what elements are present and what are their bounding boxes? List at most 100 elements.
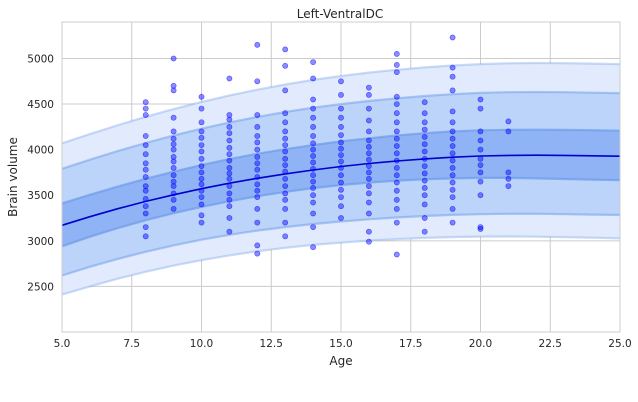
data-point	[365, 92, 372, 98]
data-point	[449, 150, 456, 157]
data-point	[310, 59, 316, 65]
data-point	[393, 69, 400, 75]
data-point	[393, 119, 400, 126]
data-point	[338, 78, 344, 85]
data-point	[477, 192, 484, 199]
data-point	[338, 139, 344, 146]
data-point	[170, 172, 177, 179]
data-point	[226, 137, 233, 144]
data-point	[338, 203, 344, 210]
data-point	[310, 199, 316, 206]
data-point	[393, 196, 400, 203]
data-point	[226, 203, 233, 210]
data-point	[226, 170, 233, 177]
y-axis-label: Brain volume	[6, 137, 20, 217]
data-point	[365, 105, 372, 112]
median-line	[61, 154, 621, 227]
edge-p01	[61, 235, 621, 296]
data-point	[393, 110, 400, 117]
data-point	[226, 164, 233, 171]
data-point	[338, 145, 344, 152]
data-point	[198, 169, 205, 176]
data-point	[421, 99, 428, 106]
data-point	[254, 139, 261, 146]
data-point	[142, 166, 149, 173]
data-point	[393, 51, 400, 57]
percentile-edges	[61, 61, 621, 296]
data-point	[170, 164, 177, 171]
data-point	[170, 55, 177, 62]
chart-title: Left-VentralDC	[297, 7, 383, 21]
data-point	[254, 194, 261, 200]
data-point	[170, 178, 177, 185]
data-point	[170, 196, 177, 203]
data-point	[198, 93, 205, 100]
data-point	[449, 219, 456, 226]
data-point	[365, 238, 372, 245]
data-point	[477, 137, 484, 144]
data-point	[505, 169, 512, 176]
data-point	[310, 146, 316, 153]
data-point	[198, 175, 205, 182]
data-point	[282, 142, 289, 148]
data-point	[170, 82, 177, 89]
data-point	[198, 155, 205, 162]
data-point	[254, 242, 261, 249]
edge-p95	[61, 90, 621, 170]
data-point	[365, 175, 372, 182]
data-point	[338, 215, 344, 221]
data-point	[254, 41, 261, 48]
data-point	[142, 133, 149, 139]
data-point	[170, 146, 177, 153]
data-point	[338, 194, 344, 200]
data-point	[142, 203, 149, 210]
data-point	[449, 128, 456, 135]
data-point	[198, 148, 205, 155]
data-point	[477, 162, 484, 168]
data-point	[142, 233, 149, 240]
data-point	[310, 133, 316, 139]
x-axis-ticks: 5.0 7.5 10.0 12.5 15.0 17.5 20.0 22.5 25.0	[54, 338, 632, 350]
data-point	[393, 164, 400, 171]
data-point	[142, 224, 149, 230]
data-point	[254, 250, 261, 257]
data-point	[449, 172, 456, 179]
data-point	[338, 92, 344, 98]
data-point	[254, 181, 261, 188]
data-point	[449, 119, 456, 126]
data-point	[365, 169, 372, 176]
y-tick-label: 3000	[27, 236, 54, 248]
data-point	[310, 224, 316, 230]
data-point	[365, 137, 372, 144]
data-point	[170, 205, 177, 212]
plot-frame	[61, 21, 621, 333]
data-point	[254, 112, 261, 118]
data-point	[477, 155, 484, 162]
x-tick-label: 22.5	[539, 338, 562, 350]
x-tick-label: 12.5	[260, 338, 283, 350]
data-point	[254, 160, 261, 167]
data-point	[254, 174, 261, 180]
data-point	[477, 226, 484, 232]
data-point	[198, 187, 205, 194]
data-point	[226, 151, 233, 158]
data-point	[254, 187, 261, 194]
data-point	[365, 210, 372, 217]
data-point	[310, 165, 316, 172]
data-point	[449, 108, 456, 115]
data-point	[365, 117, 372, 124]
data-point	[198, 201, 205, 208]
data-point	[198, 212, 205, 219]
data-point	[226, 175, 233, 182]
data-point	[477, 169, 484, 176]
data-point	[254, 166, 261, 173]
data-point	[338, 105, 344, 112]
data-point	[477, 178, 484, 185]
data-point	[393, 101, 400, 107]
data-point	[170, 135, 177, 142]
data-point	[310, 75, 316, 82]
data-point	[282, 128, 289, 135]
data-point	[338, 152, 344, 158]
data-point	[477, 96, 484, 103]
data-points	[142, 34, 512, 258]
